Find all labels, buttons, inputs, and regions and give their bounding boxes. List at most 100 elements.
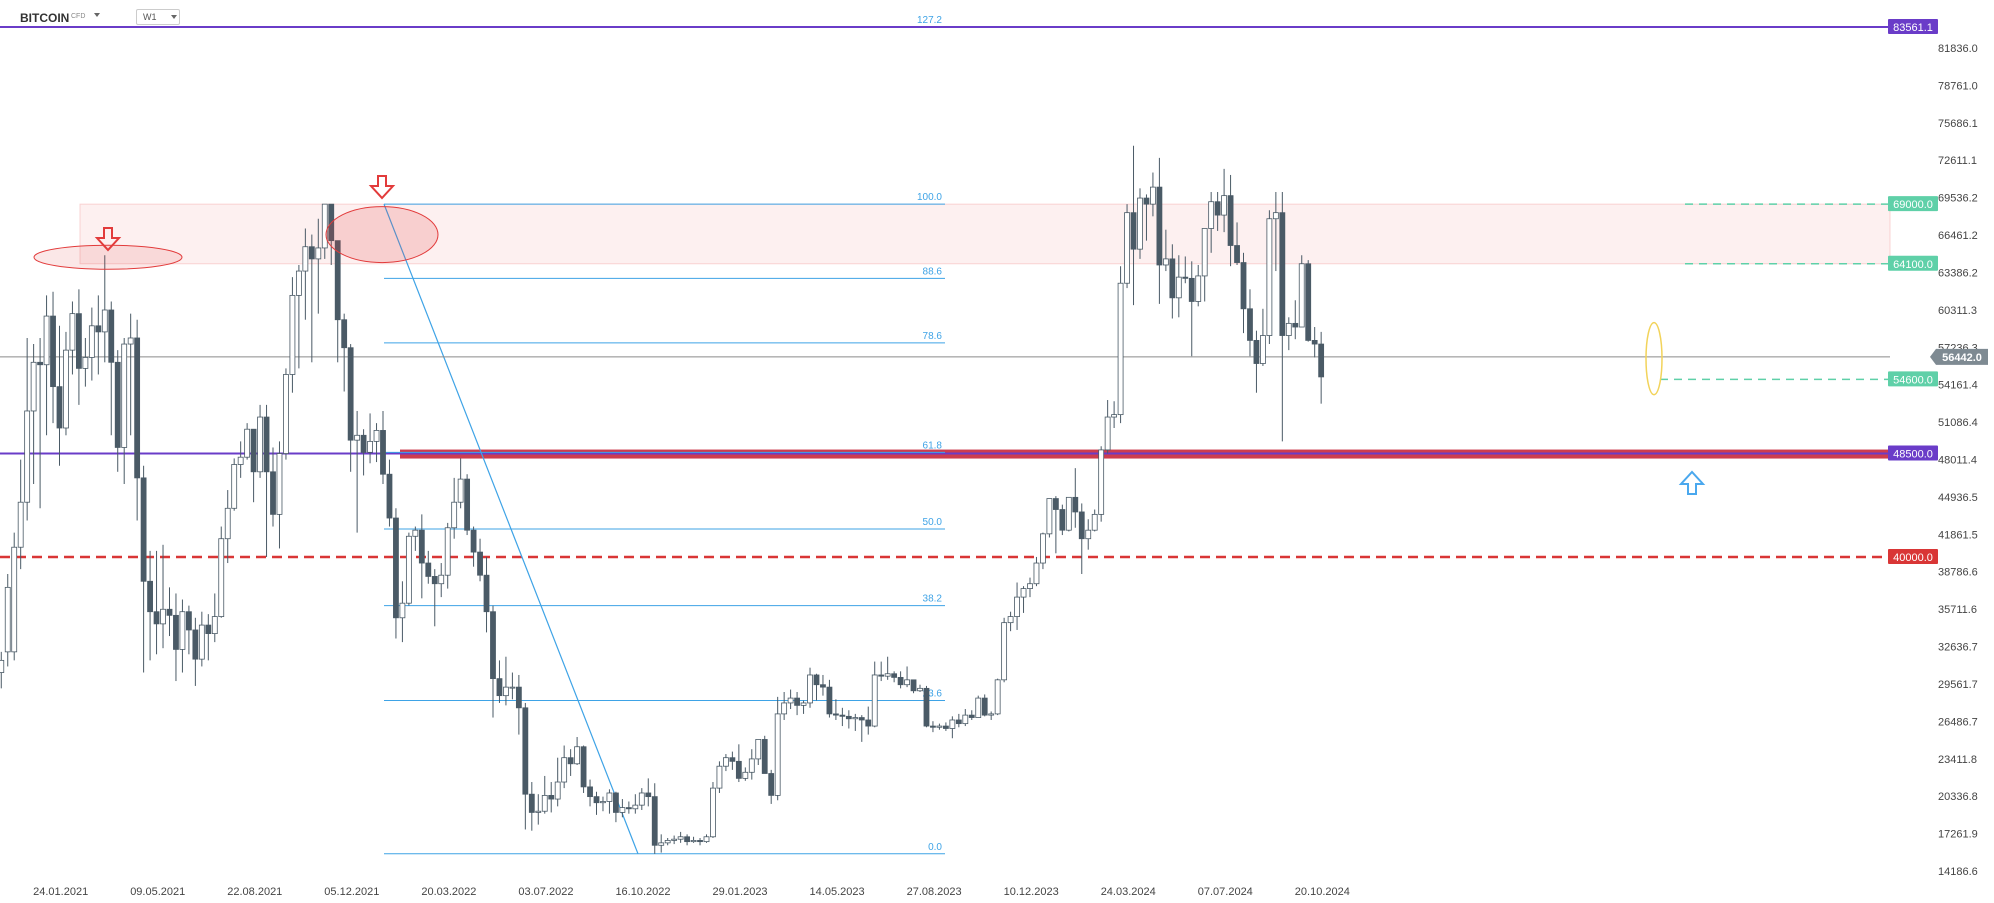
candle-body [878, 674, 885, 677]
candle [108, 301, 115, 436]
x-tick-label: 20.03.2022 [421, 886, 476, 898]
y-tick-label: 51086.4 [1938, 417, 1978, 429]
candle-body [218, 538, 225, 617]
candle [561, 745, 568, 789]
candle-body [431, 576, 438, 585]
fib-label-100.0: 100.0 [917, 192, 942, 203]
candle [535, 794, 542, 825]
candle-body [237, 456, 244, 465]
fib-label-88.6: 88.6 [923, 266, 943, 277]
timeframe-select[interactable]: W1 [136, 9, 180, 25]
fib-label-38.2: 38.2 [923, 594, 943, 605]
candle-body [69, 313, 76, 351]
candle [425, 550, 432, 584]
candle-body [1266, 218, 1273, 336]
candle [373, 423, 380, 463]
candle-body [334, 240, 341, 321]
candle-body [1091, 513, 1098, 531]
candle [483, 556, 490, 633]
candle [1272, 191, 1279, 272]
candle [781, 691, 788, 720]
candle-body [17, 501, 24, 548]
candle-body [748, 758, 755, 773]
candle-body [380, 430, 386, 475]
candle [580, 745, 587, 793]
candle-body [108, 309, 115, 363]
candle-body [373, 430, 380, 442]
candle [1117, 266, 1124, 424]
fib-label-0.0: 0.0 [928, 842, 942, 853]
y-tick-label: 35711.6 [1938, 604, 1977, 616]
candle-body [0, 659, 5, 673]
candle [1311, 327, 1318, 358]
candle [1098, 446, 1105, 522]
candle [981, 694, 988, 717]
candle-body [567, 757, 574, 765]
candle-body [735, 760, 742, 779]
level-tag-label: 54600.0 [1893, 374, 1933, 386]
candle-body [942, 725, 949, 729]
candle-body [490, 611, 496, 680]
symbol-name[interactable]: BITCOIN [20, 11, 70, 25]
candle-body [509, 686, 516, 689]
candle-body [871, 674, 878, 727]
candle [768, 769, 775, 804]
candle-body [82, 357, 89, 369]
candle [600, 796, 606, 812]
level-tag-bg [1888, 548, 1938, 564]
candle [127, 313, 134, 436]
y-tick-label: 48011.4 [1938, 454, 1977, 466]
fib-label-127.2: 127.2 [917, 15, 942, 26]
candle [664, 837, 671, 846]
symbol-dropdown-icon[interactable] [94, 13, 100, 17]
candle [263, 404, 270, 557]
candle-body [891, 673, 898, 678]
candle [930, 721, 936, 733]
candle-body [625, 807, 632, 810]
candle [587, 779, 593, 807]
candle [787, 689, 794, 710]
candle [354, 410, 361, 533]
fibonacci-retracement: 127.2 100.0 88.6 78.6 61.8 50.0 38.2 23.6 0.0 [383, 15, 945, 855]
candle-body [768, 773, 775, 796]
candle [1020, 586, 1027, 613]
candle-body [185, 611, 192, 631]
candle [813, 673, 820, 701]
candle-body [224, 507, 231, 540]
x-tick-label: 20.10.2024 [1295, 886, 1350, 898]
candle-body [1007, 616, 1014, 624]
candle-body [43, 315, 50, 366]
candle [651, 783, 658, 854]
candle-body [1156, 186, 1163, 266]
candle [845, 710, 852, 729]
level-tag-label: 64100.0 [1893, 259, 1933, 271]
x-tick-label: 16.10.2022 [615, 886, 670, 898]
candle-body [742, 771, 749, 779]
candle [690, 836, 697, 843]
candle [1318, 331, 1325, 404]
candle-body [613, 792, 619, 813]
candle-body [1052, 498, 1059, 510]
candle-body [263, 416, 270, 473]
y-tick-label: 20336.8 [1938, 791, 1978, 803]
candle-body [988, 713, 995, 716]
candle-body [619, 807, 626, 813]
candle-body [833, 713, 839, 716]
candle [1195, 264, 1202, 307]
chart-toolbar: BITCOIN CFD W1 [0, 0, 1994, 34]
candle-body [845, 715, 852, 720]
candle-body [1305, 263, 1312, 341]
candle-body [930, 725, 936, 728]
candle-body [503, 686, 509, 697]
x-tick-label: 09.05.2021 [130, 886, 185, 898]
candle [95, 295, 102, 375]
candle [56, 325, 63, 466]
candle-body [399, 602, 406, 619]
candle-body [541, 795, 548, 812]
candle-body [198, 624, 205, 660]
y-tick-label: 26486.7 [1938, 716, 1978, 728]
candle [833, 699, 839, 720]
candle-body [250, 428, 257, 473]
candle-body [211, 616, 218, 635]
